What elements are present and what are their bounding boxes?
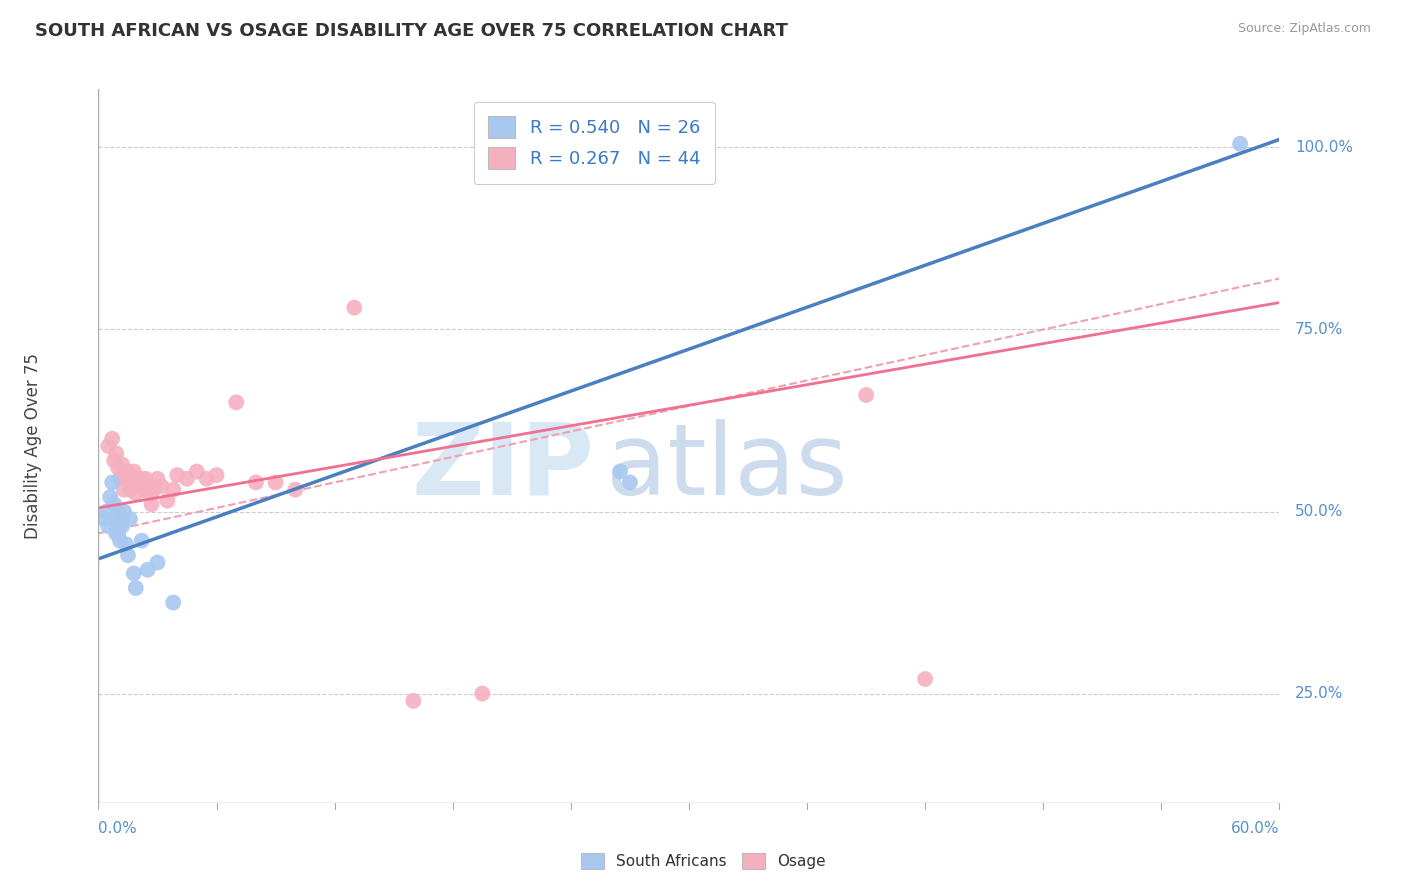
Point (135, 472, 157, 486)
Point (176, 472, 198, 486)
Point (122, 566, 145, 581)
Point (195, 472, 218, 486)
Point (107, 460, 129, 475)
Point (121, 472, 143, 486)
Text: Disability Age Over 75: Disability Age Over 75 (24, 353, 42, 539)
Point (118, 483, 141, 497)
Point (142, 483, 165, 497)
Point (138, 486, 160, 500)
Point (284, 483, 307, 497)
Text: 0.0%: 0.0% (98, 821, 138, 836)
Point (97, 439, 120, 453)
Point (115, 472, 138, 486)
Point (131, 472, 153, 486)
Legend: South Africans, Osage: South Africans, Osage (575, 847, 831, 875)
Point (855, 388, 877, 402)
Point (103, 512, 125, 526)
Point (471, 687, 494, 701)
Point (128, 479, 150, 493)
Point (115, 537, 138, 551)
Point (132, 483, 155, 497)
Point (122, 475, 145, 490)
Point (103, 497, 125, 511)
Point (146, 556, 169, 570)
Point (166, 468, 188, 483)
Point (118, 468, 141, 483)
Point (101, 432, 124, 446)
Point (162, 483, 184, 497)
Point (101, 475, 124, 490)
Point (1229, 136, 1251, 151)
Text: atlas: atlas (606, 419, 848, 516)
Point (156, 493, 179, 508)
Point (150, 479, 173, 493)
Legend: R = 0.540   N = 26, R = 0.267   N = 44: R = 0.540 N = 26, R = 0.267 N = 44 (474, 102, 714, 184)
Point (105, 526, 128, 541)
Point (146, 472, 169, 486)
Point (112, 483, 135, 497)
Point (136, 479, 159, 493)
Point (914, 672, 936, 686)
Point (402, 694, 425, 708)
Point (117, 548, 139, 562)
Text: 50.0%: 50.0% (1295, 504, 1344, 519)
Text: ZIP: ZIP (412, 419, 595, 516)
Point (141, 497, 163, 511)
Point (122, 465, 145, 479)
Text: 75.0%: 75.0% (1295, 322, 1344, 337)
Point (108, 472, 131, 486)
Point (225, 395, 247, 409)
Point (245, 475, 267, 490)
Point (111, 457, 134, 471)
Point (205, 468, 228, 483)
Point (111, 512, 134, 526)
Point (105, 446, 128, 460)
Point (619, 475, 641, 490)
Point (112, 468, 135, 483)
Text: 60.0%: 60.0% (1232, 821, 1279, 836)
Text: Source: ZipAtlas.com: Source: ZipAtlas.com (1237, 22, 1371, 36)
Point (125, 486, 148, 500)
Point (93, 512, 115, 526)
Point (186, 465, 208, 479)
Point (112, 504, 135, 518)
Text: 25.0%: 25.0% (1295, 686, 1344, 701)
Text: SOUTH AFRICAN VS OSAGE DISABILITY AGE OVER 75 CORRELATION CHART: SOUTH AFRICAN VS OSAGE DISABILITY AGE OV… (35, 22, 787, 40)
Point (103, 453, 125, 467)
Point (98, 490, 121, 504)
Point (117, 465, 139, 479)
Point (107, 504, 129, 518)
Point (97, 519, 120, 533)
Point (264, 475, 287, 490)
Point (343, 301, 366, 315)
Point (125, 581, 148, 595)
Point (127, 472, 149, 486)
Point (107, 526, 129, 541)
Point (96, 504, 118, 518)
Point (162, 596, 184, 610)
Point (609, 465, 631, 479)
Point (131, 533, 153, 548)
Point (118, 512, 141, 526)
Point (111, 519, 134, 533)
Point (136, 563, 159, 577)
Text: 100.0%: 100.0% (1295, 140, 1353, 155)
Point (108, 533, 131, 548)
